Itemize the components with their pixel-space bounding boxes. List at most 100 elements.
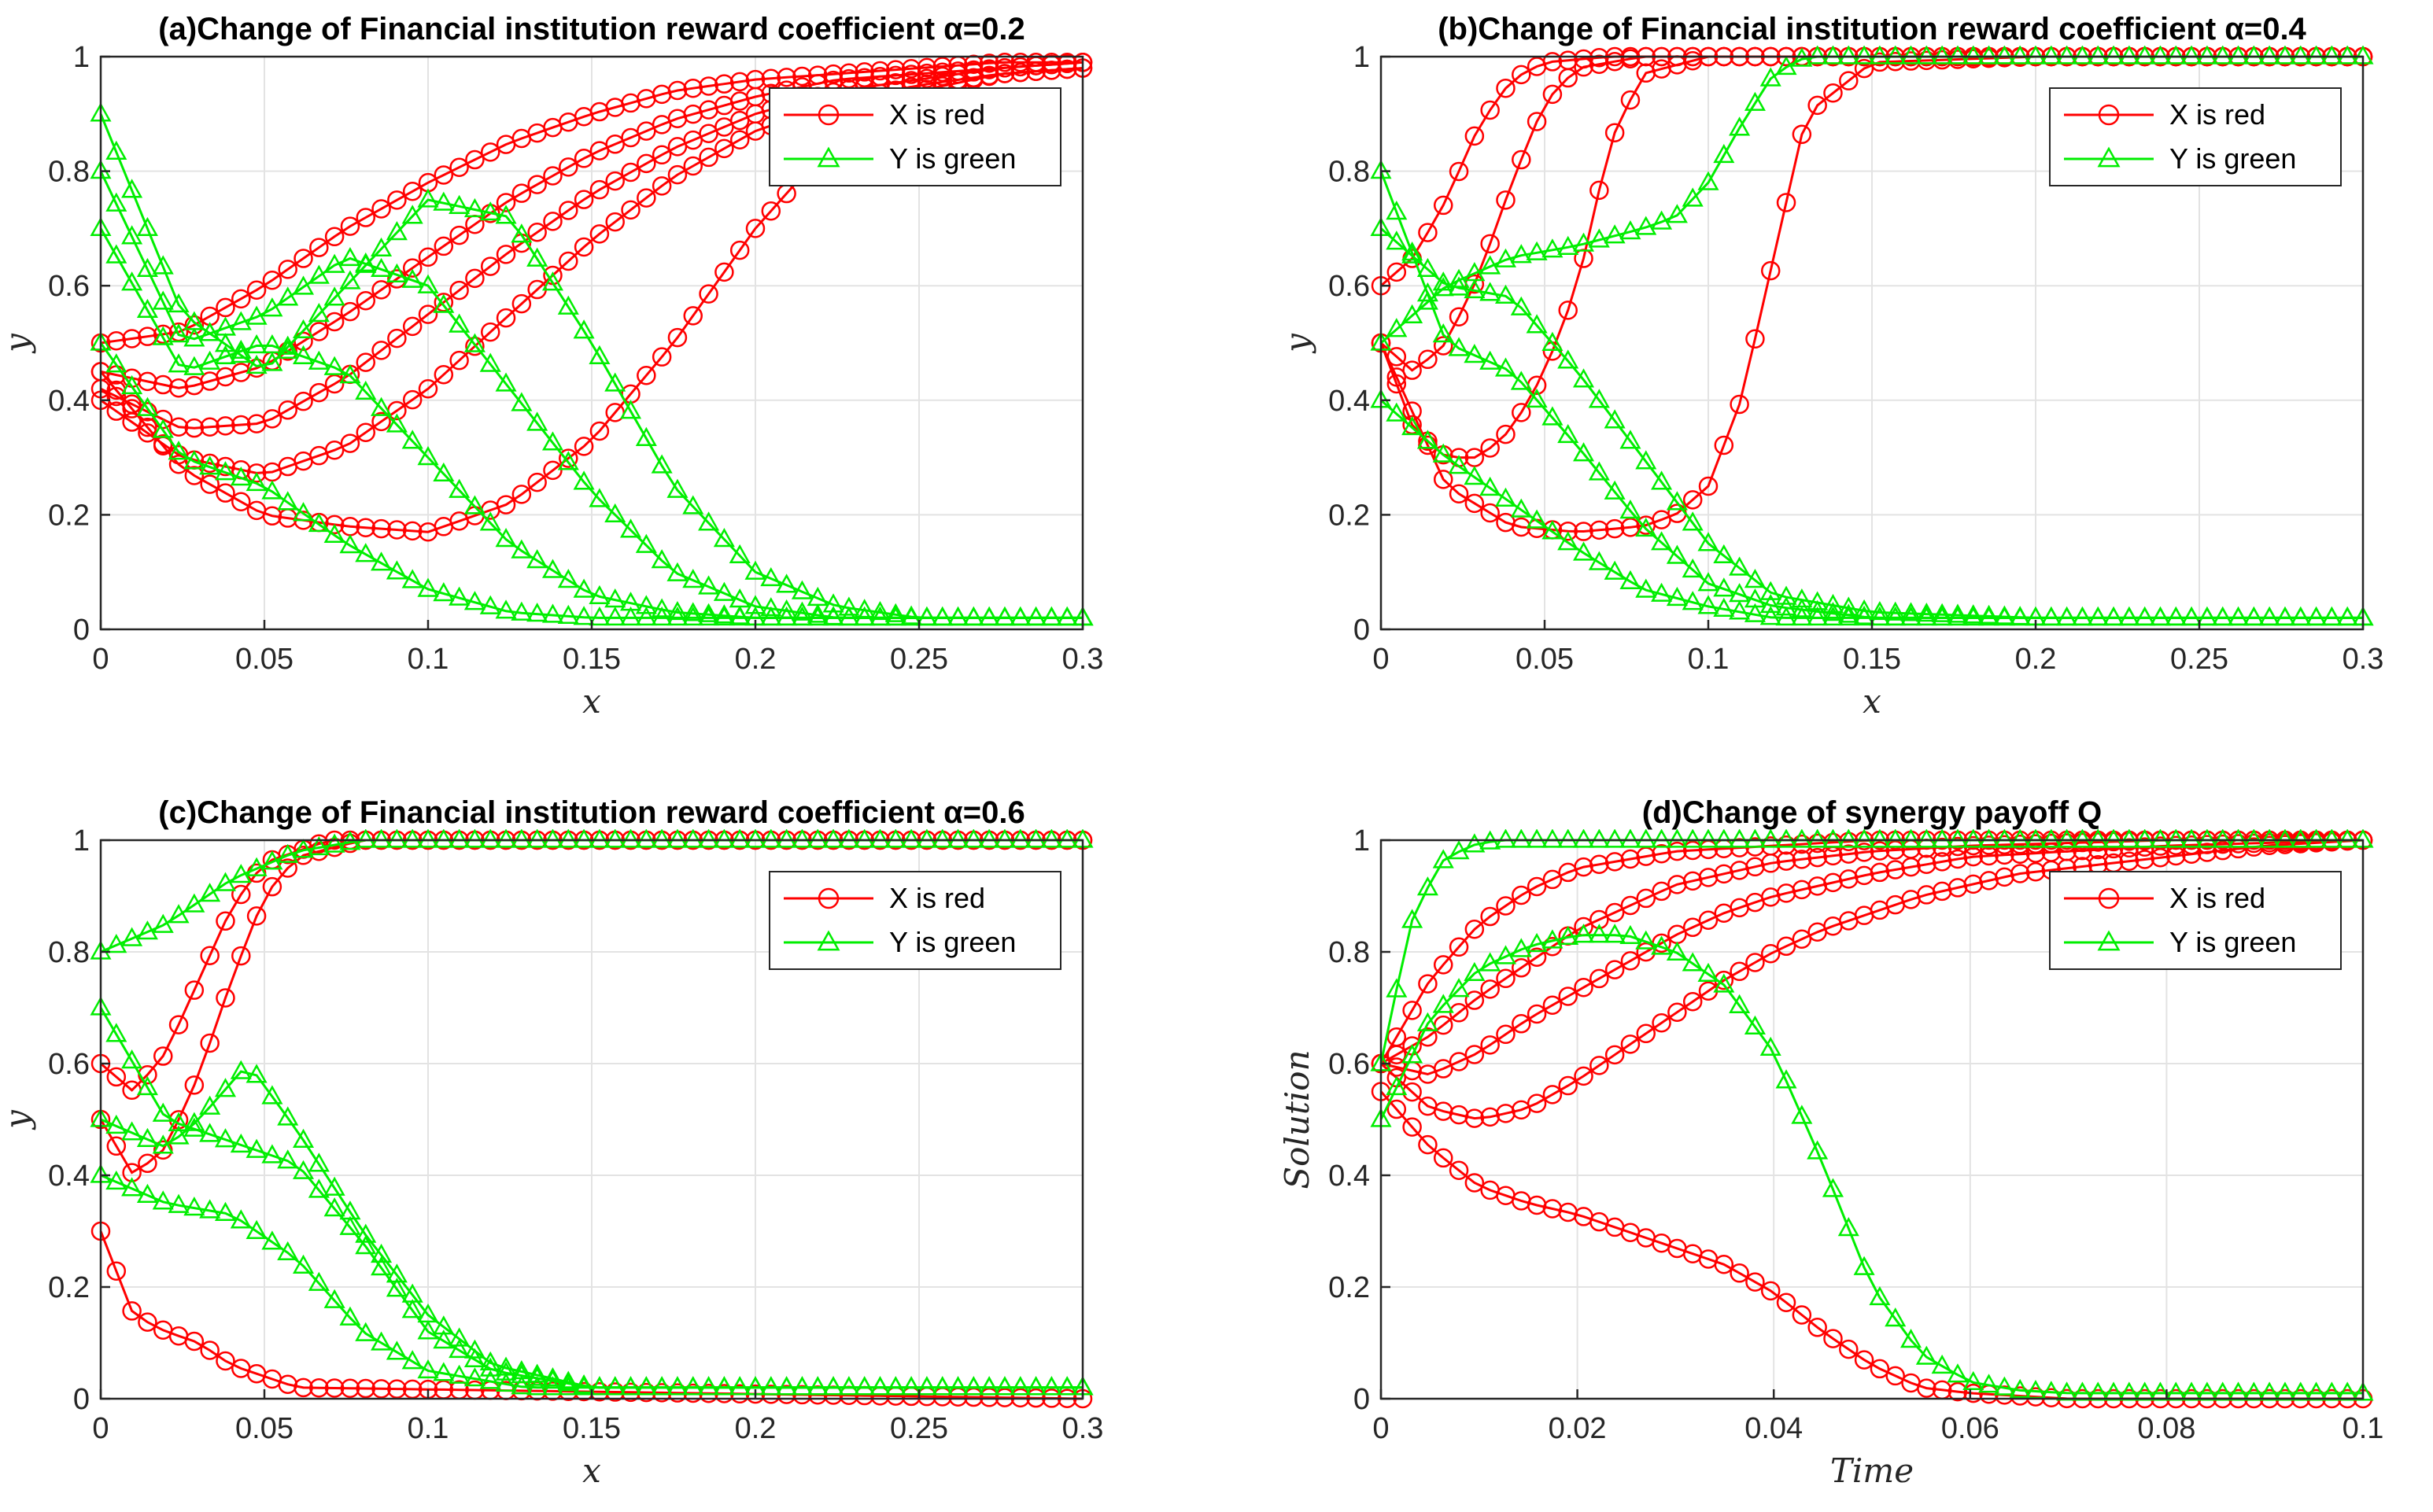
subplot-b-series-5-point-5 [1448,276,1470,296]
subplot-c-series-6-point-60 [1025,829,1047,848]
subplot-a-series-6-point-3 [136,257,158,278]
subplot-a-series-1-point-17 [356,422,376,442]
subplot-d-series-1-point-13 [1574,1066,1593,1086]
subplot-a-series-4-point-38 [683,78,703,98]
subplot-b-series-6-point-5 [1448,337,1470,356]
subplot-d-series-5-point-6 [1464,961,1486,982]
subplot-a-series-4-point-61 [1042,53,1061,72]
subplot-c-series-3-point-11 [261,1085,283,1104]
subplot-c-series-5 [90,1164,1094,1396]
subplot-b-series-6-point-44 [2056,606,2078,626]
subplot-a-series-5-point-19 [386,221,408,241]
subplot-a-series-8-point-37 [666,606,689,626]
subplot-c-series-6-point-53 [916,829,938,848]
subplot-c-series-5-point-19 [386,1341,408,1360]
subplot-b-series-7-point-3 [1416,430,1438,449]
subplot-c-series-5-point-50 [869,1376,892,1396]
subplot-a-series-2-point-21 [418,304,438,324]
subplot-c-series-6-point-7 [199,883,221,902]
subplot-b-series-7-point-34 [1900,606,1922,626]
subplot-d-frame [1379,839,2365,1400]
subplot-c-series-6-point-38 [682,829,704,848]
subplot-d-series-6-point-31 [1853,829,1875,848]
subplot-a-series-6-point-55 [947,606,969,626]
subplot-a-series-6-point-38 [682,569,704,588]
subplot-b-series-5-point-8 [1494,284,1517,304]
subplot-b-series-6-point-45 [2071,606,2093,626]
subplot-b-series-3-point-1 [1386,262,1407,282]
subplot-a-ytick-label-0: 0 [73,614,90,647]
subplot-d-series-6-point-38 [1962,829,1984,848]
subplot-d-series-4-point-6 [1464,920,1485,939]
subplot-d-series-4-point-18 [1652,843,1671,864]
subplot-d-xtick-label-4: 0.08 [2137,1412,2195,1445]
subplot-a-series-4-point-44 [777,68,796,87]
subplot-a-series-8-point-24 [463,591,485,610]
subplot-a-series-1-point-35 [637,188,656,208]
subplot-b-series-1-point-14 [1589,180,1609,201]
subplot-b-series-6-point-13 [1572,442,1595,462]
subplot-b-series-6-point-52 [2180,606,2202,626]
subplot-b-series-6-point-12 [1557,423,1579,444]
subplot-a-series-2-point-5 [168,417,189,437]
subplot-b-series-7-point-15 [1604,560,1626,580]
subplot-a-series-8-point-55 [947,606,969,626]
subplot-d-series-6-point-4 [1432,849,1454,868]
subplot-b-xtick-label-1: 0.05 [1516,643,1574,676]
subplot-a-series-2-point-31 [574,190,594,209]
subplot-b-series-4-point-1 [1386,318,1408,337]
subplot-b-series-7-point-55 [2227,606,2250,626]
subplot-a-series-2-point-1 [106,386,127,407]
subplot-b-series-2-point-1 [1386,347,1407,367]
subplot-d-series-5-point-2 [1401,1044,1423,1064]
subplot-b-series-7-point-10 [1526,509,1548,529]
subplot-c-xtick-label-4: 0.2 [735,1412,777,1445]
subplot-a-series-6-point-20 [401,268,423,288]
subplot-c-series-5-point-17 [355,1322,377,1341]
subplot-d-series-2-point-13 [1574,977,1593,998]
subplot-a-series-8-point-49 [854,606,876,626]
subplot-d-series-5-point-10 [1526,932,1548,953]
subplot-d-series-2-point-35 [1917,854,1936,875]
subplot-b-series-1-point-15 [1604,123,1625,142]
subplot-a-series-8-point-14 [308,512,330,533]
subplot-b-series-0-point-22 [1714,435,1734,455]
subplot-a-series-8-point-45 [791,606,813,626]
subplot-a-series-5-point-44 [776,573,798,593]
subplot-d-series-5-point-45 [2071,1381,2093,1401]
subplot-c-series-6-point-2 [121,927,143,946]
subplot-a-series-7-point-61 [1040,606,1062,626]
subplot-a-series-2-point-29 [543,212,563,231]
subplot-d-series-1-point-10 [1527,1093,1547,1113]
subplot-d-series-6-point-42 [2025,829,2047,848]
subplot-b-xtick-label-3: 0.15 [1843,643,1901,676]
subplot-a-series-1-point-10 [246,463,267,483]
subplot-d-series-1-point-41 [2010,864,2030,883]
subplot-c-series-6-point-32 [589,829,611,848]
subplot-a-xlabel: x [582,682,601,721]
subplot-c-legend-marker-1 [817,930,840,951]
subplot-c-series-6-point-41 [729,829,751,848]
subplot-d-series-6-point-51 [2165,829,2187,848]
subplot-d-series-5-point-24 [1744,1015,1766,1034]
subplot-a-series-6-point-5 [168,323,190,343]
subplot-b-series-5-point-38 [1962,604,1984,624]
subplot-c-series-3-point-7 [199,1095,221,1115]
subplot-a-series-2-point-36 [652,145,672,165]
subplot-d-series-3-point-15 [1604,902,1625,923]
subplot-b-series-6-point-57 [2258,606,2280,626]
subplot-a-series-0-point-42 [745,219,766,238]
subplot-b-series-7-point-18 [1651,582,1673,602]
subplot-b-series-6-point-19 [1666,544,1688,564]
subplot-a-series-5-point-21 [417,188,439,208]
subplot-a-series-8-point-26 [495,599,517,619]
subplot-a-series-0-point-38 [683,306,703,326]
subplot-a-series-6-point-11 [261,297,283,317]
subplot-a-series-5-point-10 [246,354,268,374]
subplot-a-series-1-point-16 [340,433,360,453]
subplot-b-series-5-point-48 [2118,606,2140,626]
subplot-a-series-2-point-13 [294,391,313,411]
subplot-b-series-0-point-7 [1480,503,1500,523]
subplot-a-series-4-point-37 [667,80,688,101]
subplot-b-series-6-point-7 [1479,350,1501,370]
